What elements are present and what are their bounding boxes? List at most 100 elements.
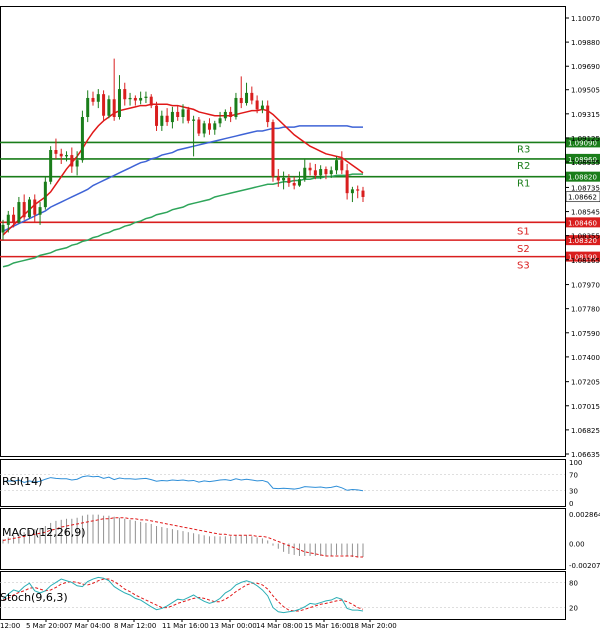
candle-body	[361, 190, 365, 197]
time-tick-label: 5 Mar 20:00	[26, 622, 68, 630]
candle-body	[22, 202, 26, 218]
candle-body	[340, 160, 344, 171]
candle-body	[223, 111, 227, 119]
macd-signal-line	[2, 517, 363, 558]
candle-body	[149, 96, 153, 106]
stoch-level-label: 20	[569, 605, 578, 613]
level-price-label: 1.08320	[568, 237, 597, 245]
level-price-label: 1.08820	[568, 174, 597, 182]
level-price-label: 1.08960	[568, 156, 597, 164]
candle-body	[282, 177, 286, 181]
candle-body	[186, 109, 190, 121]
candle-body	[128, 97, 132, 100]
candle-body	[155, 105, 159, 126]
candle-body	[308, 167, 312, 171]
price-tick-label: 1.07590	[571, 330, 600, 338]
candle-body	[33, 199, 37, 215]
price-axis: 1.10070 1.09880 1.09690 1.09505 1.09315 1.091…	[565, 15, 600, 459]
candles	[1, 58, 365, 241]
price-tick-label: 1.07015	[571, 403, 600, 411]
candle-body	[303, 167, 307, 180]
rsi-level-label: 30	[569, 488, 578, 496]
level-name-s3: S3	[517, 261, 530, 272]
candle-body	[86, 97, 90, 118]
level-price-label: 1.09090	[568, 139, 597, 147]
candle-body	[239, 97, 243, 104]
stoch-k-line	[2, 576, 364, 614]
level-price-tag	[566, 235, 600, 246]
macd-panel: 0.002864 0.00 -0.002077 MACD(12,26,9)	[2, 511, 600, 570]
level-name-r2: R2	[517, 161, 530, 172]
price-tick-label: 1.07205	[571, 379, 600, 387]
candle-body	[197, 119, 201, 134]
candle-body	[80, 117, 84, 161]
time-tick-label: 7 Mar 04:00	[68, 622, 110, 630]
time-tick-label: 8 Mar 12:00	[114, 622, 156, 630]
level-name-s1: S1	[517, 226, 530, 237]
level-price-tag	[566, 251, 600, 262]
candle-body	[165, 115, 169, 123]
price-tick-label: 1.09880	[571, 39, 600, 47]
price-tick-label: 1.07970	[571, 282, 600, 290]
candle-body	[324, 169, 328, 175]
candle-body	[319, 169, 323, 176]
candle-body	[292, 183, 296, 186]
candle-body	[170, 111, 174, 123]
candle-body	[144, 96, 148, 98]
price-tick-label: 1.07780	[571, 306, 600, 314]
level-name-r3: R3	[517, 144, 530, 155]
candle-body	[59, 153, 63, 157]
time-tick-label: 18 Mar 20:00	[350, 622, 397, 630]
candle-body	[260, 105, 264, 110]
candle-body	[102, 94, 106, 116]
macd-level-label: -0.002077	[569, 562, 600, 570]
candle-body	[313, 170, 317, 176]
current-price-tag	[565, 191, 600, 203]
candle-body	[350, 189, 354, 194]
candle-body	[117, 89, 121, 118]
price-tick-label: 1.08935	[571, 159, 600, 167]
candle-body	[250, 92, 254, 101]
time-start-label: 12:00	[0, 622, 20, 630]
candle-body	[17, 202, 21, 223]
level-price-tag	[566, 217, 600, 228]
candle-body	[207, 123, 211, 130]
rsi-level-label: 0	[569, 500, 573, 508]
macd-level-label: 0.002864	[569, 511, 600, 519]
candle-body	[213, 123, 217, 130]
macd-label: MACD(12,26,9)	[2, 526, 86, 539]
candle-body	[6, 214, 10, 225]
candle-body	[75, 160, 79, 167]
rsi-label: RSI(14)	[2, 475, 42, 488]
level-price-tag	[566, 153, 600, 164]
candle-body	[192, 119, 196, 121]
level-name-r1: R1	[517, 179, 530, 190]
price-tick-label: 1.08735	[571, 184, 600, 192]
candle-body	[229, 111, 233, 118]
ma-mid-line	[2, 125, 363, 232]
candle-body	[356, 189, 360, 191]
time-tick-label: 15 Mar 16:00	[304, 622, 351, 630]
candle-body	[65, 155, 69, 157]
ma-slow-line	[2, 173, 363, 268]
rsi-panel: 100 70 30 0 RSI(14)	[0, 459, 582, 508]
macd-level-label: 0.00	[569, 541, 585, 549]
panel-frames	[0, 6, 566, 620]
price-tick-label: 1.09125	[571, 135, 600, 143]
price-tick-label: 1.09690	[571, 63, 600, 71]
candle-body	[91, 97, 95, 102]
candle-body	[54, 150, 58, 154]
rsi-level-label: 100	[569, 459, 582, 467]
candle-body	[345, 170, 349, 194]
level-price-label: 1.08190	[568, 254, 597, 262]
main-price-panel: R3 1.09090 R2 1.08960 R1 1.08820 S1 1.08460 S2 1.…	[0, 58, 600, 272]
rsi-line	[2, 475, 364, 492]
candle-body	[107, 99, 111, 116]
candle-body	[27, 199, 31, 218]
time-tick-label: 13 Mar 00:00	[210, 622, 257, 630]
candle-body	[335, 160, 339, 171]
candle-body	[133, 97, 137, 101]
candle-body	[43, 181, 47, 208]
time-tick-label: 11 Mar 16:00	[162, 622, 209, 630]
